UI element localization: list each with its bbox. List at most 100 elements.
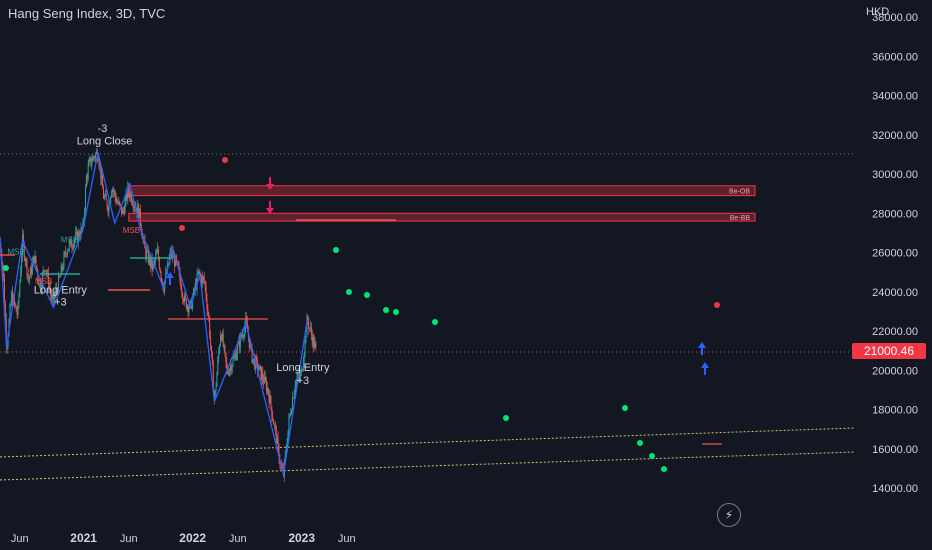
- candle-body: [216, 373, 218, 387]
- candle-body: [249, 342, 251, 348]
- candle-body: [35, 256, 37, 266]
- candle-body: [169, 252, 171, 259]
- candle-body: [157, 249, 158, 253]
- buy-signal-dot: [432, 319, 438, 325]
- candle-body: [261, 372, 263, 380]
- candle-body: [88, 160, 90, 166]
- candle-body: [151, 258, 153, 270]
- candle-body: [56, 288, 58, 290]
- candle-body: [309, 327, 311, 329]
- candle-body: [292, 398, 294, 399]
- candle-body: [294, 386, 296, 392]
- candle-body: [242, 334, 244, 337]
- candle-body: [256, 360, 258, 371]
- lightning-icon[interactable]: ⚡: [717, 503, 741, 527]
- candle-body: [230, 365, 232, 371]
- candle-body: [226, 362, 228, 369]
- zone-box: [128, 185, 756, 197]
- candle-body: [15, 305, 17, 312]
- trendline-lower: [0, 451, 856, 481]
- candle-body: [124, 200, 126, 214]
- candle-body: [175, 256, 176, 267]
- candle-body: [4, 303, 6, 320]
- candle-body: [82, 222, 84, 230]
- entry-arrow: [701, 362, 709, 375]
- candle-body: [312, 337, 314, 345]
- price-tick-label: 38000.00: [872, 12, 918, 24]
- time-tick-label: Jun: [229, 533, 247, 545]
- candle-body: [92, 156, 94, 162]
- candle-body: [179, 270, 181, 281]
- candle-body: [81, 227, 83, 230]
- candle-body: [300, 372, 302, 377]
- candle-body: [41, 273, 43, 289]
- zone-box: [128, 212, 756, 222]
- candle-body: [121, 209, 123, 214]
- price-tick-label: 26000.00: [872, 248, 918, 260]
- zigzag-line: [0, 152, 309, 475]
- candle-body: [209, 318, 211, 337]
- candle-body: [57, 289, 59, 293]
- candle-body: [176, 260, 178, 262]
- candle-body: [30, 267, 32, 278]
- candle-body: [301, 369, 303, 371]
- zone-label: Be-BB: [730, 215, 751, 222]
- candle-body: [275, 428, 277, 444]
- candle-body: [13, 296, 15, 304]
- candle-body: [34, 256, 36, 263]
- candle-body: [267, 387, 269, 394]
- candle-body: [52, 294, 54, 300]
- candle-body: [206, 298, 208, 310]
- candle-body: [297, 374, 299, 379]
- trade-label: +3: [297, 375, 310, 387]
- candle-body: [76, 231, 78, 243]
- candle-body: [84, 209, 86, 221]
- candle-body: [259, 365, 261, 367]
- candle-body: [125, 192, 127, 201]
- candle-body: [223, 345, 225, 347]
- candle-body: [202, 276, 203, 284]
- price-tick-label: 22000.00: [872, 326, 918, 338]
- last-price-tag: 21000.46: [852, 343, 926, 359]
- candle-body: [148, 256, 150, 264]
- candle-body: [22, 234, 23, 257]
- candle-body: [289, 413, 291, 418]
- candle-body: [278, 444, 280, 461]
- candle-body: [127, 185, 129, 199]
- buy-signal-dot: [661, 466, 667, 472]
- candle-body: [43, 270, 45, 271]
- candle-body: [126, 192, 128, 199]
- candle-body: [58, 276, 59, 293]
- candle-body: [225, 352, 227, 363]
- candle-body: [163, 289, 165, 292]
- candle-body: [310, 327, 311, 329]
- candle-body: [285, 449, 287, 453]
- candle-body: [260, 366, 262, 380]
- candle-body: [23, 243, 25, 259]
- candle-body: [98, 160, 100, 167]
- exit-arrow: [266, 177, 274, 190]
- candle-body: [87, 165, 89, 179]
- buy-signal-dot: [622, 405, 628, 411]
- candle-body: [161, 278, 163, 282]
- candle-body: [65, 251, 67, 254]
- candle-body: [119, 201, 121, 205]
- price-tick-label: 18000.00: [872, 405, 918, 417]
- price-tick-label: 34000.00: [872, 91, 918, 103]
- candle-body: [236, 353, 238, 360]
- candle-body: [274, 424, 275, 426]
- candle-body: [21, 256, 23, 271]
- candle-body: [112, 189, 114, 192]
- candle-body: [220, 335, 221, 346]
- candle-body: [141, 232, 143, 239]
- order-block-zones: Be-OB Be-BB: [128, 185, 756, 222]
- candle-body: [14, 303, 16, 306]
- currency-label: HKD: [866, 6, 890, 18]
- candle-body: [70, 239, 72, 248]
- candle-body: [174, 255, 176, 267]
- candle-body: [231, 365, 233, 371]
- candle-body: [112, 189, 113, 192]
- candle-body: [306, 317, 308, 337]
- buy-signal-dot: [333, 247, 339, 253]
